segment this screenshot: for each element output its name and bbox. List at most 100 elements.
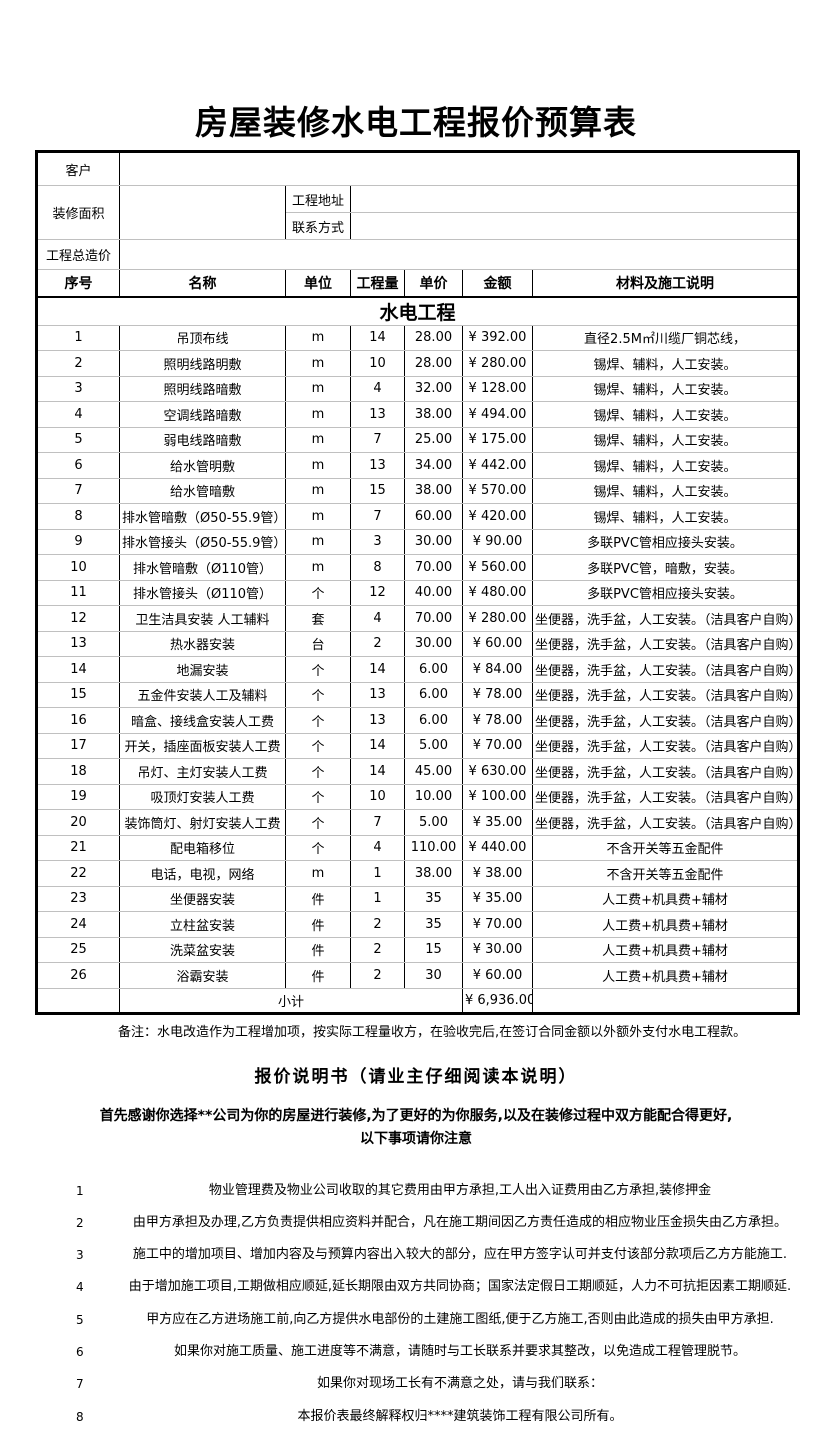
table-row: 18 吊灯、主灯安装人工费个 14 45.00 ¥ 630.00 坐便器，洗手盆，人工安装… [36, 758, 799, 785]
quantity-cell: 14 [350, 324, 405, 351]
amount-cell: ¥ 35.00 [462, 809, 533, 836]
amount-cell: ¥ 70.00 [462, 911, 533, 938]
unit-cell: 个 [285, 783, 351, 810]
unit-cell: 台 [285, 630, 351, 657]
total-cost-row: 工程总造价 [36, 239, 799, 270]
unit-cell: 件 [285, 962, 351, 989]
quantity-cell: 1 [350, 885, 405, 912]
unit-cell: 件 [285, 885, 351, 912]
row-number-cell: 12 [36, 605, 120, 632]
row-number-cell: 2 [36, 350, 120, 377]
row-number-cell: 8 [36, 503, 120, 530]
amount-cell: ¥ 630.00 [462, 758, 533, 785]
unit-price-cell: 30 [404, 962, 463, 989]
table-body: 1 吊顶布线 m 14 28.00 ¥ 392.00 直径2.5M㎡川缆厂铜芯线， 2 照明线路… [36, 324, 799, 989]
amount-cell: ¥ 70.00 [462, 732, 533, 759]
item-name-cell: 空调线路暗敷 [119, 401, 286, 428]
unit-price-cell: 35 [404, 911, 463, 938]
note-item: 6 如果你对施工质量、施工进度等不满意，请随时与工长联系并要求其整改，以免造成工程… [0, 1336, 832, 1368]
unit-cell: 个 [285, 834, 351, 861]
row-number-cell: 15 [36, 681, 120, 708]
note-item-text: 甲方应在乙方进场施工前,向乙方提供水电部份的土建施工图纸,便于乙方施工,否则由此… [146, 1311, 774, 1327]
table-row: 22 电话，电视，网络 m 1 38.00 ¥ 38.00 不含开关等五金配件 [36, 860, 799, 887]
amount-cell: ¥ 78.00 [462, 681, 533, 708]
note-item: 2 由甲方承担及办理,乙方负责提供相应资料并配合，凡在施工期间因乙方责任造成的相应… [0, 1207, 832, 1239]
column-header-quantity: 工程量 [350, 269, 405, 298]
note-item-number: 1 [76, 1183, 84, 1198]
item-name-cell: 电话，电视，网络 [119, 860, 286, 887]
description-cell: 人工费+机具费+辅材 [532, 962, 799, 989]
row-number-cell: 23 [36, 885, 120, 912]
unit-price-cell: 15 [404, 936, 463, 963]
unit-cell: 个 [285, 732, 351, 759]
unit-price-cell: 6.00 [404, 681, 463, 708]
unit-cell: 个 [285, 758, 351, 785]
description-cell: 坐便器，洗手盆，人工安装。（洁具客户自购） [532, 732, 799, 759]
quotation-table: 客户 装修面积 工程地址 联系方式 工程总造价 序号 名称 单位 工程 [35, 150, 800, 1015]
column-header-unit: 单位 [285, 269, 351, 298]
unit-cell: m [285, 554, 351, 581]
unit-cell: m [285, 452, 351, 479]
table-row: 12 卫生洁具安装 人工辅料套 4 70.00 ¥ 280.00 坐便器，洗手盆，人工安装… [36, 605, 799, 632]
item-name-cell: 五金件安装人工及辅料 [119, 681, 286, 708]
unit-price-cell: 28.00 [404, 350, 463, 377]
address-value [350, 185, 799, 213]
row-number-cell: 9 [36, 528, 120, 555]
row-number-cell: 10 [36, 554, 120, 581]
row-number-cell: 20 [36, 809, 120, 836]
document-title: 房屋装修水电工程报价预算表 [195, 103, 637, 142]
unit-price-cell: 35 [404, 885, 463, 912]
table-row: 3 照明线路暗敷 m 4 32.00 ¥ 128.00 锡焊、辅料，人工安装。 [36, 375, 799, 402]
amount-cell: ¥ 78.00 [462, 707, 533, 734]
quantity-cell: 2 [350, 911, 405, 938]
note-item: 8 本报价表最终解释权归****建筑装饰工程有限公司所有。 [0, 1401, 832, 1433]
notes-list: 1 物业管理费及物业公司收取的其它费用由甲方承担,工人出入证费用由乙方承担,装修押… [0, 1175, 832, 1433]
quantity-cell: 4 [350, 375, 405, 402]
subtotal-amount: ¥ 6,936.00 [462, 987, 533, 1014]
note-item-text: 施工中的增加项目、增加内容及与预算内容出入较大的部分，应在甲方签字认可并支付该部… [132, 1247, 788, 1263]
table-row: 26 浴霸安装件 2 30 ¥ 60.00 人工费+机具费+辅材 [36, 962, 799, 989]
description-cell: 锡焊、辅料，人工安装。 [532, 503, 799, 530]
table-row: 15 五金件安装人工及辅料个 13 6.00 ¥ 78.00 坐便器，洗手盆，人工安装。（… [36, 681, 799, 708]
unit-price-cell: 45.00 [404, 758, 463, 785]
description-cell: 坐便器，洗手盆，人工安装。（洁具客户自购） [532, 809, 799, 836]
item-name-cell: 排水管暗敷（Ø50-55.9管） [119, 503, 286, 530]
row-number-cell: 4 [36, 401, 120, 428]
unit-price-cell: 30.00 [404, 528, 463, 555]
item-name-cell: 照明线路明敷 [119, 350, 286, 377]
unit-price-cell: 70.00 [404, 605, 463, 632]
quantity-cell: 10 [350, 783, 405, 810]
total-cost-label: 工程总造价 [36, 239, 120, 270]
description-cell: 直径2.5M㎡川缆厂铜芯线， [532, 324, 799, 351]
quantity-cell: 3 [350, 528, 405, 555]
item-name-cell: 浴霸安装 [119, 962, 286, 989]
quantity-cell: 14 [350, 656, 405, 683]
amount-cell: ¥ 175.00 [462, 426, 533, 453]
table-row: 23 坐便器安装件 1 35 ¥ 35.00 人工费+机具费+辅材 [36, 885, 799, 912]
amount-cell: ¥ 480.00 [462, 579, 533, 606]
amount-cell: ¥ 570.00 [462, 477, 533, 504]
column-header-row: 序号 名称 单位 工程量 单价 金额 材料及施工说明 [36, 269, 799, 298]
table-footer-section: 小计 ¥ 6,936.00 [36, 987, 799, 1014]
item-name-cell: 暗盒、接线盒安装人工费 [119, 707, 286, 734]
unit-cell: 个 [285, 579, 351, 606]
quantity-cell: 1 [350, 860, 405, 887]
quantity-cell: 15 [350, 477, 405, 504]
amount-cell: ¥ 440.00 [462, 834, 533, 861]
table-row: 20 装饰筒灯、射灯安装人工费个 7 5.00 ¥ 35.00 坐便器，洗手盆，人工安装。… [36, 809, 799, 836]
table-header-section: 客户 装修面积 工程地址 联系方式 工程总造价 序号 名称 单位 工程 [36, 151, 799, 326]
quantity-cell: 14 [350, 732, 405, 759]
table-row: 1 吊顶布线 m 14 28.00 ¥ 392.00 直径2.5M㎡川缆厂铜芯线， [36, 324, 799, 351]
quantity-cell: 4 [350, 605, 405, 632]
description-cell: 不含开关等五金配件 [532, 834, 799, 861]
amount-cell: ¥ 90.00 [462, 528, 533, 555]
amount-cell: ¥ 30.00 [462, 936, 533, 963]
table-row: 9 排水管接头（Ø50-55.9管） m 3 30.00 ¥ 90.00 多联PVC管相应接… [36, 528, 799, 555]
item-name-cell: 吊顶布线 [119, 324, 286, 351]
description-cell: 锡焊、辅料，人工安装。 [532, 375, 799, 402]
item-name-cell: 给水管暗敷 [119, 477, 286, 504]
unit-cell: 套 [285, 605, 351, 632]
area-value [119, 185, 286, 240]
amount-cell: ¥ 100.00 [462, 783, 533, 810]
row-number-cell: 22 [36, 860, 120, 887]
